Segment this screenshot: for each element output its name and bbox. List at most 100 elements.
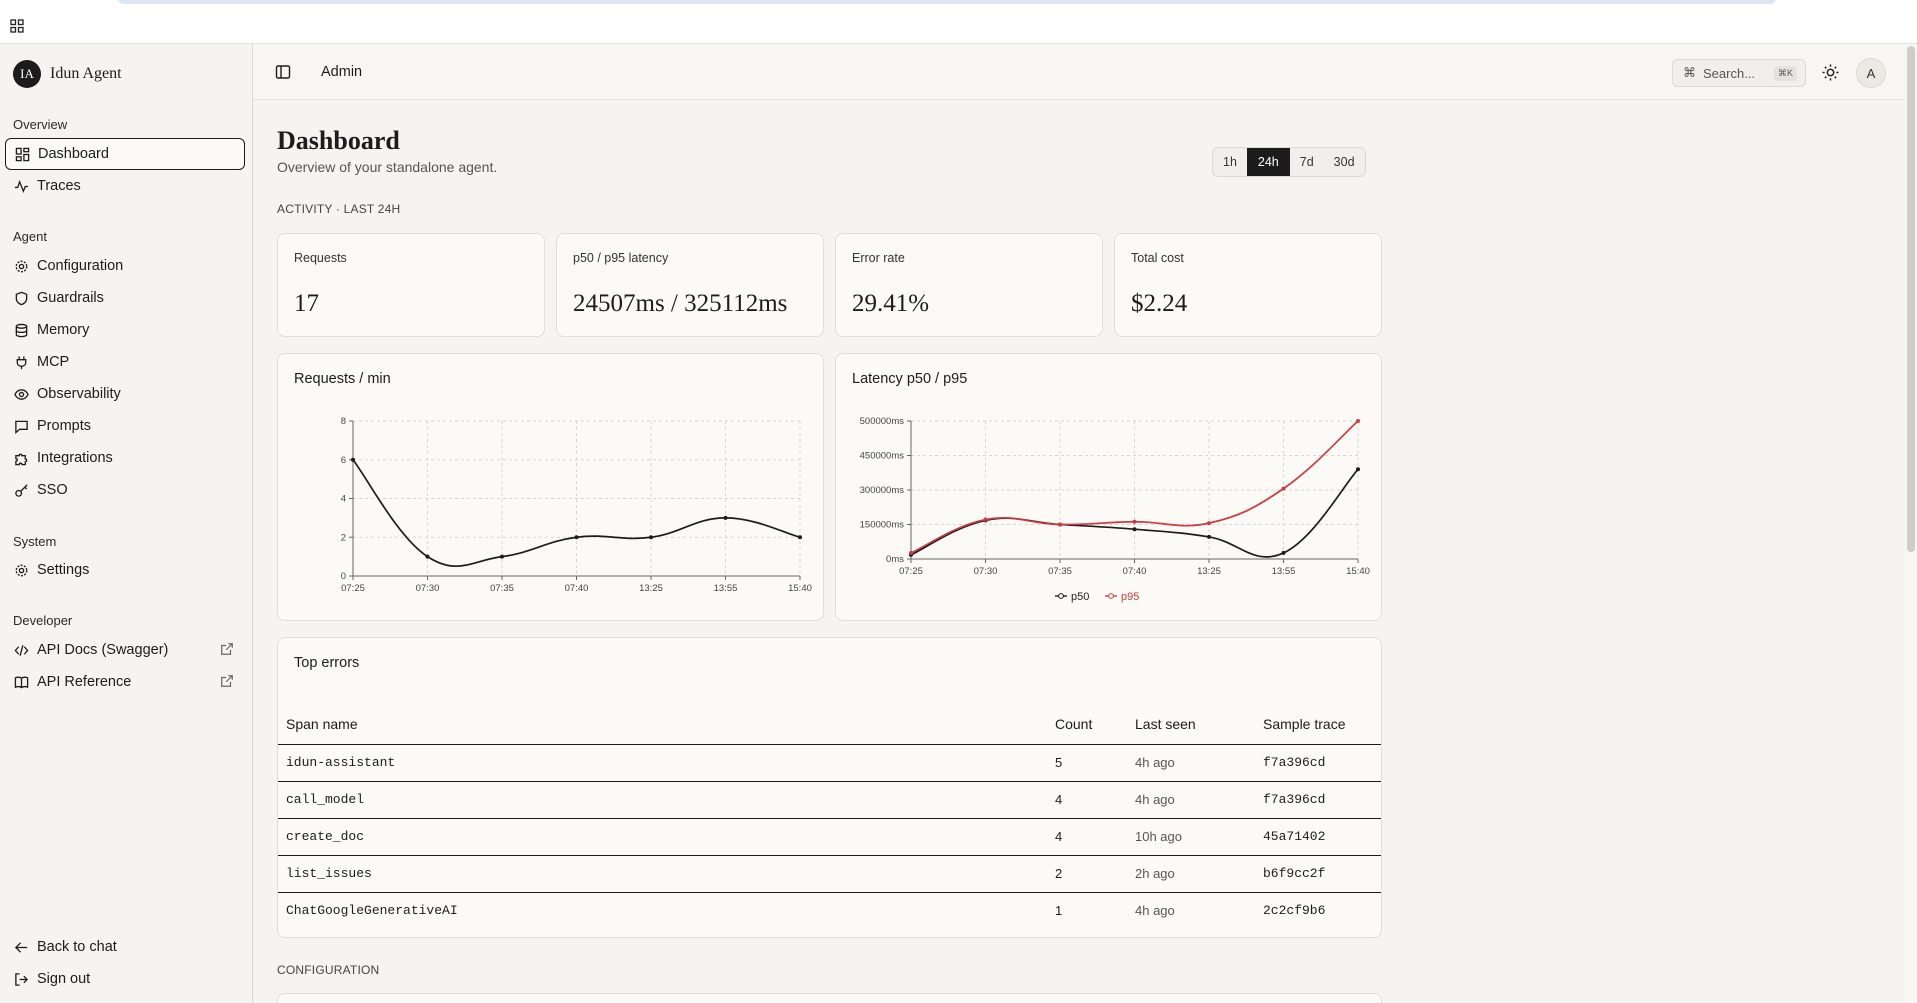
x-tick-label: 13:25 (1197, 566, 1221, 577)
sidebar-item-label: API Docs (Swagger) (37, 642, 169, 658)
y-tick-label: 0ms (886, 554, 904, 565)
sample-trace-link[interactable]: 45a71402 (1255, 818, 1381, 856)
latency-chart[interactable]: 0ms 150000ms 300000ms 450000ms 500000ms 07:25… (836, 354, 1383, 622)
last-seen: 10h ago (1127, 818, 1255, 856)
legend-label: p95 (1121, 591, 1139, 603)
sidebar-item-sso[interactable]: SSO (5, 474, 245, 506)
x-tick-label: 07:35 (1048, 566, 1072, 577)
stat-label: Requests (294, 251, 347, 265)
column-header-trace: Sample trace (1255, 704, 1381, 745)
shield-icon (15, 291, 28, 305)
span-name: list_issues (278, 855, 1047, 893)
stat-card-total-cost: Total cost $2.24 (1114, 233, 1382, 337)
sidebar-item-settings[interactable]: Settings (5, 554, 245, 586)
y-tick-label: 300000ms (860, 485, 905, 496)
sample-trace-link[interactable]: 2c2cf9b6 (1263, 903, 1326, 919)
configuration-card (277, 993, 1382, 1003)
range-option-24h[interactable]: 24h (1246, 148, 1290, 176)
puzzle-icon (15, 453, 28, 465)
error-count: 4 (1047, 781, 1127, 819)
code-icon (14, 644, 29, 656)
stat-value: 24507ms / 325112ms (573, 290, 788, 317)
gear-icon (15, 564, 28, 576)
data-point (909, 550, 913, 555)
page-title: Dashboard (277, 126, 400, 155)
sidebar-item-dashboard[interactable]: Dashboard (5, 138, 245, 170)
sidebar-item-integrations[interactable]: Integrations (5, 442, 245, 474)
y-tick-label: 450000ms (860, 451, 905, 462)
user-avatar[interactable]: A (1856, 58, 1886, 88)
range-option-1h[interactable]: 1h (1223, 155, 1237, 169)
error-count: 4 (1047, 818, 1127, 856)
section-label-agent: Agent (13, 229, 47, 244)
requests-per-minute-chart[interactable]: 0 2 4 6 8 07:25 07:30 07:35 07:40 13:25 13:55 15:40 (278, 354, 825, 622)
back-to-chat-button[interactable]: Back to chat (5, 931, 245, 963)
data-point (1356, 467, 1360, 472)
sample-trace-link[interactable]: f7a396cd (1255, 781, 1381, 819)
sidebar-item-label: Settings (37, 562, 90, 578)
data-point (983, 517, 988, 522)
table-row[interactable]: list_issues 2 2h ago b6f9cc2f (278, 855, 1381, 893)
sidebar-item-configuration[interactable]: Configuration (5, 250, 245, 282)
x-tick-label: 07:30 (974, 566, 998, 577)
sidebar-item-label: Integrations (37, 450, 113, 466)
table-row[interactable]: idun-assistant 5 4h ago f7a396cd (278, 744, 1381, 782)
y-tick-label: 500000ms (860, 416, 905, 427)
sidebar-item-guardrails[interactable]: Guardrails (5, 282, 245, 314)
dashboard-icon (15, 147, 30, 161)
sidebar-item-traces[interactable]: Traces (5, 170, 245, 202)
sidebar-toggle-icon[interactable] (275, 64, 291, 80)
table-row[interactable]: ChatGoogleGenerativeAI 1 4h ago 2c2cf9b6 (278, 892, 1381, 929)
column-header-span: Span name (278, 704, 1047, 745)
sidebar-item-memory[interactable]: Memory (5, 314, 245, 346)
sign-out-label: Sign out (37, 971, 91, 987)
sidebar-item-observability[interactable]: Observability (5, 378, 245, 410)
top-errors-card: Top errors Span name Count Last seen Sam… (277, 637, 1382, 938)
x-tick-label: 07:35 (490, 583, 514, 594)
message-icon (15, 420, 28, 434)
data-point (723, 515, 728, 520)
sidebar-item-label: Memory (37, 322, 90, 338)
sample-trace-link[interactable]: f7a396cd (1255, 744, 1381, 782)
data-point (1058, 522, 1062, 527)
sidebar-item-api-docs[interactable]: API Docs (Swagger) (5, 634, 245, 666)
page-scrollbar[interactable] (1904, 44, 1917, 1003)
error-count: 5 (1047, 744, 1127, 782)
data-point (500, 554, 504, 559)
gear-icon (15, 260, 28, 272)
scrollbar-thumb[interactable] (1907, 46, 1915, 552)
last-seen: 4h ago (1135, 903, 1175, 919)
external-link-icon (221, 643, 233, 655)
y-tick-label: 8 (341, 416, 346, 427)
table-row[interactable]: call_model 4 4h ago f7a396cd (278, 781, 1381, 819)
breadcrumb[interactable]: Admin (321, 64, 363, 80)
plug-icon (16, 355, 27, 369)
x-tick-label: 15:40 (788, 583, 812, 594)
table-row[interactable]: create_doc 4 10h ago 45a71402 (278, 818, 1381, 856)
sidebar-item-prompts[interactable]: Prompts (5, 410, 245, 442)
sidebar-item-api-reference[interactable]: API Reference (5, 666, 245, 698)
span-name: call_model (278, 781, 1047, 819)
sign-out-button[interactable]: Sign out (5, 963, 245, 995)
apps-grid-icon[interactable] (10, 19, 24, 33)
range-option-7d[interactable]: 7d (1299, 155, 1314, 169)
data-point (574, 535, 579, 540)
brand[interactable]: IA Idun Agent (13, 60, 122, 88)
book-icon (14, 676, 29, 688)
section-label-developer: Developer (13, 613, 73, 628)
x-tick-label: 13:55 (1272, 566, 1296, 577)
stat-label: Error rate (852, 251, 905, 265)
last-seen: 4h ago (1127, 744, 1255, 782)
stat-label: p50 / p95 latency (573, 251, 669, 265)
data-point (798, 535, 802, 540)
span-name: ChatGoogleGenerativeAI (286, 903, 458, 919)
activity-section-label: ACTIVITY · LAST 24H (277, 202, 401, 216)
range-option-30d[interactable]: 30d (1333, 155, 1355, 169)
search-button[interactable]: ⌘ Search... ⌘K (1672, 59, 1806, 87)
sidebar-item-mcp[interactable]: MCP (5, 346, 245, 378)
sun-icon[interactable] (1822, 64, 1839, 81)
sidebar-item-label: Guardrails (37, 290, 104, 306)
arrow-left-icon (14, 941, 28, 953)
sample-trace-link[interactable]: b6f9cc2f (1255, 855, 1381, 893)
error-count: 2 (1047, 855, 1127, 893)
